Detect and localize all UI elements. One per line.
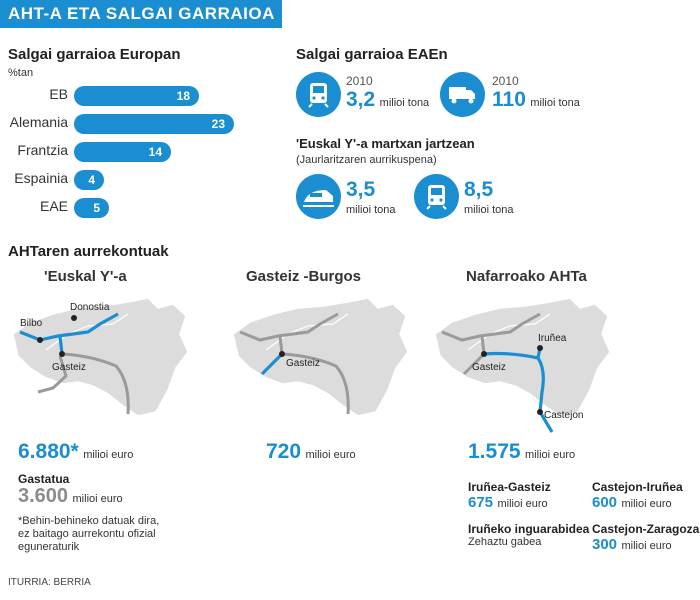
map1-cost-unit: milioi euro (83, 449, 134, 461)
hs-value: 3,5 (346, 178, 376, 201)
source-note: (Jaurlaritzaren aurrikuspena) (296, 154, 437, 166)
euskal-y-subtitle: 'Euskal Y'-a martxan jartzean (296, 136, 475, 151)
europe-bar-chart: EB 18 Alemania 23 Frantzia 14 Espainia 4 EAE 5 (0, 84, 280, 224)
section-value-row: 675 milioi euro (468, 494, 551, 512)
rail-year: 2010 (346, 74, 373, 88)
footnote-line: *Behin-behineko datuak dira, (18, 515, 160, 527)
aht-title: AHTaren aurrekontuak (8, 243, 169, 260)
high-speed-train-icon (303, 190, 334, 207)
gasteiz-burgos-map: Gasteiz (232, 297, 409, 417)
bar-category-label: EAE (39, 198, 68, 214)
page-title: AHT-A ETA SALGAI GARRAIOA (0, 0, 282, 28)
map2-cost-row: 720 milioi euro (266, 440, 356, 464)
section-name: Iruñea-Gasteiz (468, 480, 551, 494)
map1-spent-row: 3.600 milioi euro (18, 485, 123, 508)
rail-value-row: 3,2 milioi tona (346, 88, 429, 112)
section-iruinea-gasteiz: Iruñea-Gasteiz 675 milioi euro (468, 480, 551, 512)
map1-label-donostia: Donostia (70, 302, 110, 313)
truck-icon (449, 87, 475, 104)
section-ringroad: Iruñeko inguarabidea Zehaztu gabea (468, 522, 589, 549)
section-value: 600 (592, 494, 618, 511)
eae-title: Salgai garraioa EAEn (296, 46, 448, 63)
section-castejon-zaragoza: Castejon-Zaragoza 300 milioi euro (592, 522, 699, 554)
train-icon (308, 83, 329, 108)
rail-unit: milioi tona (379, 97, 430, 109)
map1-title: 'Euskal Y'-a (44, 268, 127, 285)
map2-cost: 720 (266, 440, 302, 463)
freight-train-icon-circle (414, 174, 459, 219)
map1-label-bilbo: Bilbo (20, 318, 43, 329)
europe-chart-title: Salgai garraioa Europan (8, 46, 181, 63)
section-value: 300 (592, 536, 618, 553)
section-unit: milioi euro (497, 498, 548, 510)
map1-label-gasteiz: Gasteiz (52, 362, 86, 373)
footnote-line: ez baitago aurrekontu ofizial (18, 528, 156, 540)
map3-label-iruinea: Iruñea (538, 333, 567, 344)
rail-value: 3,2 (346, 88, 376, 111)
map1-cost: 6.880* (18, 440, 79, 463)
bar: 14 (74, 142, 171, 162)
section-name: Iruñeko inguarabidea (468, 522, 590, 536)
map2-title: Gasteiz -Burgos (246, 268, 362, 285)
road-value: 110 (492, 88, 526, 111)
hs-unit: milioi tona (346, 204, 396, 216)
section-value: 675 (468, 494, 494, 511)
high-speed-train-icon-circle (296, 174, 341, 219)
map3-label-gasteiz: Gasteiz (472, 362, 506, 373)
footnote-line: eguneraturik (18, 541, 80, 553)
map1-footnote: *Behin-behineko datuak dira, ez baitago … (18, 515, 159, 554)
freight-value: 8,5 (464, 178, 494, 201)
map3-cost-unit: milioi euro (525, 449, 576, 461)
section-unit: milioi euro (621, 498, 672, 510)
map3-cost-row: 1.575 milioi euro (468, 440, 575, 464)
bar-category-label: Espainia (14, 170, 68, 186)
europe-chart-unit: %tan (8, 67, 34, 79)
map3-label-castejon: Castejon (544, 410, 583, 421)
road-year: 2010 (492, 74, 519, 88)
section-value-row: 300 milioi euro (592, 536, 699, 554)
section-unit: milioi euro (621, 540, 672, 552)
train-icon-circle (296, 72, 341, 117)
nafarroa-map: Iruñea Gasteiz Castejon (434, 297, 611, 433)
truck-icon-circle (440, 72, 485, 117)
bar-category-label: Frantzia (17, 142, 68, 158)
map1-spent-label: Gastatua (18, 472, 70, 486)
euskal-y-map: Bilbo Donostia Gasteiz (12, 297, 189, 417)
bar: 18 (74, 86, 199, 106)
map3-cost: 1.575 (468, 440, 521, 463)
map3-title: Nafarroako AHTa (466, 268, 587, 285)
map1-spent-unit: milioi euro (72, 493, 123, 505)
section-name: Castejon-Zaragoza (592, 522, 700, 536)
source-credit: ITURRIA: BERRIA (8, 577, 91, 588)
map1-spent: 3.600 (18, 485, 69, 507)
map1-cost-row: 6.880* milioi euro (18, 440, 133, 464)
train-icon (426, 185, 447, 210)
road-unit: milioi tona (530, 97, 580, 109)
section-value: Zehaztu gabea (468, 536, 542, 548)
bar: 23 (74, 114, 234, 134)
bar-category-label: EB (49, 86, 68, 102)
map2-cost-unit: milioi euro (305, 449, 356, 461)
road-value-row: 110 milioi tona (492, 88, 580, 112)
map2-label-gasteiz: Gasteiz (286, 358, 320, 369)
bar: 4 (74, 170, 104, 190)
section-name: Castejon-Iruñea (592, 480, 683, 494)
section-value-row: 600 milioi euro (592, 494, 683, 512)
bar-category-label: Alemania (9, 114, 68, 130)
bar: 5 (74, 198, 109, 218)
freight-unit: milioi tona (464, 204, 514, 216)
section-castejon-iruinea: Castejon-Iruñea 600 milioi euro (592, 480, 683, 512)
